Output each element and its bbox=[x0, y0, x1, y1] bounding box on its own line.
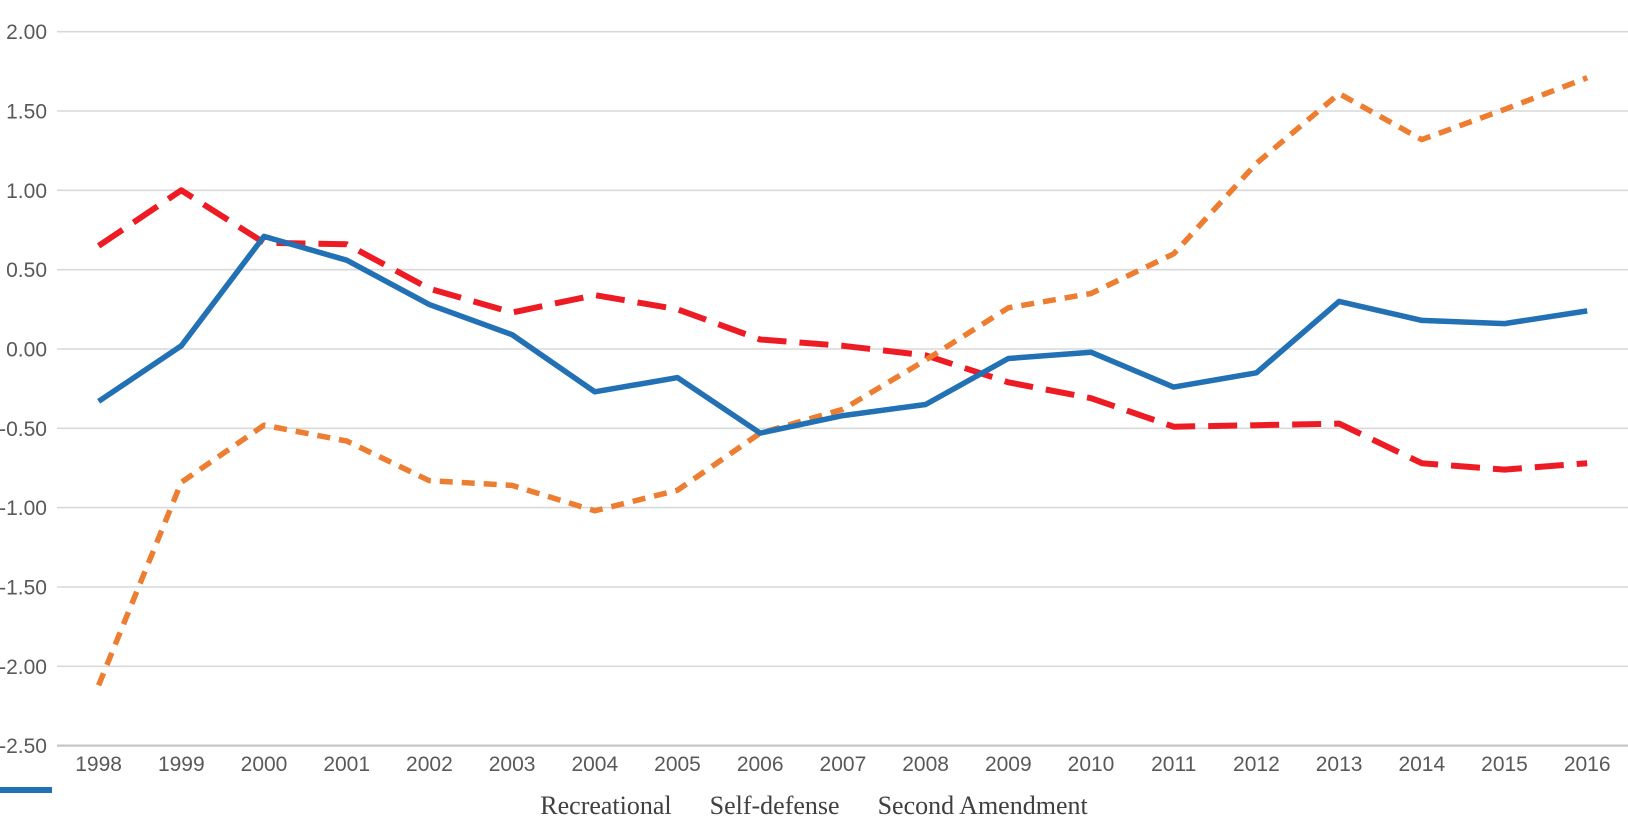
x-axis-tick-label: 2010 bbox=[1068, 753, 1115, 776]
x-axis-tick-label: 1998 bbox=[75, 753, 122, 776]
x-axis-tick-label: 2004 bbox=[571, 753, 618, 776]
x-axis-tick-label: 2007 bbox=[820, 753, 867, 776]
x-axis-tick-label: 2005 bbox=[654, 753, 701, 776]
y-axis-tick-label: -2.50 bbox=[0, 735, 47, 758]
series-line-second-amendment bbox=[97, 233, 1588, 436]
y-axis-tick-label: -1.50 bbox=[0, 577, 47, 600]
series-line-recreational bbox=[96, 187, 1588, 473]
y-axis-tick-label: 1.00 bbox=[6, 180, 47, 203]
legend-label-recreational: Recreational bbox=[540, 791, 672, 820]
legend-label-second-amendment: Second Amendment bbox=[877, 791, 1088, 820]
legend-item-self-defense: Self-defense bbox=[0, 787, 840, 821]
y-axis-tick-label: 1.50 bbox=[6, 101, 47, 124]
x-axis-tick-label: 2011 bbox=[1151, 753, 1196, 776]
x-axis-tick-label: 2000 bbox=[241, 753, 288, 776]
x-axis-tick-label: 2015 bbox=[1481, 753, 1528, 776]
legend-item-second-amendment: Second Amendment bbox=[0, 787, 1088, 821]
y-axis-tick-label: 2.00 bbox=[6, 21, 47, 44]
y-axis-tick-label: 0.00 bbox=[6, 339, 47, 362]
x-axis-tick-label: 2009 bbox=[985, 753, 1032, 776]
x-axis-tick-label: 1999 bbox=[158, 753, 205, 776]
x-axis-tick-label: 2014 bbox=[1398, 753, 1445, 776]
x-axis-tick-label: 2006 bbox=[737, 753, 784, 776]
y-axis-tick-label: 0.50 bbox=[6, 259, 47, 282]
legend-label-self-defense: Self-defense bbox=[709, 791, 840, 820]
y-axis-tick-label: -2.00 bbox=[0, 656, 47, 679]
y-axis-tick-label: -1.00 bbox=[0, 497, 47, 520]
x-axis-tick-label: 2008 bbox=[902, 753, 949, 776]
legend-item-recreational: Recreational bbox=[0, 787, 672, 821]
x-axis-tick-label: 2012 bbox=[1233, 753, 1280, 776]
x-axis-tick-label: 2013 bbox=[1316, 753, 1363, 776]
series-line-self-defense bbox=[96, 75, 1589, 687]
second-amendment-line-swatch-icon bbox=[0, 787, 52, 793]
x-axis-tick-label: 2001 bbox=[323, 753, 370, 776]
x-axis-tick-label: 2016 bbox=[1564, 753, 1611, 776]
legend: Recreational Self-defense Second Amendme… bbox=[0, 786, 1628, 826]
x-axis-tick-label: 2003 bbox=[489, 753, 536, 776]
y-axis-tick-label: -0.50 bbox=[0, 418, 47, 441]
x-axis-tick-label: 2002 bbox=[406, 753, 453, 776]
